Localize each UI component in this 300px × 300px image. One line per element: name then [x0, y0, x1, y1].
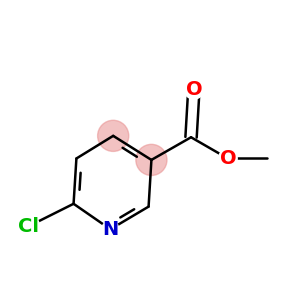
Circle shape	[218, 149, 237, 168]
Circle shape	[102, 221, 119, 238]
Text: O: O	[220, 149, 236, 168]
Circle shape	[98, 120, 129, 152]
Text: Cl: Cl	[18, 217, 39, 236]
Text: N: N	[102, 220, 119, 239]
Text: O: O	[186, 80, 202, 99]
Circle shape	[136, 144, 167, 175]
Circle shape	[17, 215, 40, 238]
Circle shape	[184, 79, 204, 99]
